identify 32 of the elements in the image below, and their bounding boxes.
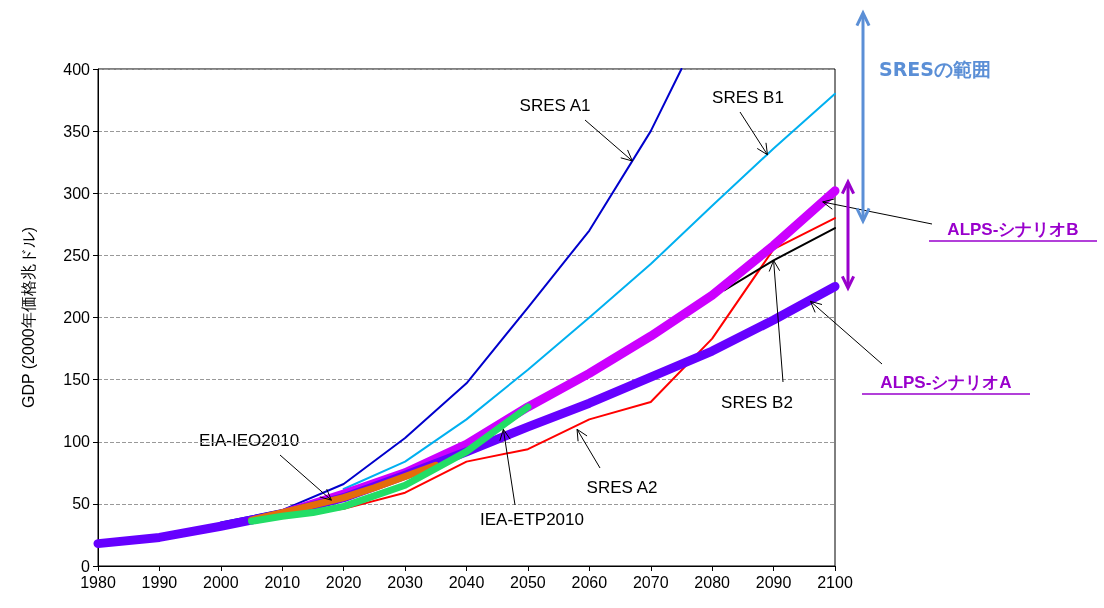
annotation: ALPS-シナリオA (880, 372, 1012, 392)
x-tick-label: 2080 (694, 573, 731, 591)
x-tick-label: 2010 (264, 573, 301, 591)
x-tick-label: 2050 (510, 573, 546, 591)
x-tick-label: 2070 (632, 573, 669, 591)
x-tick-label: 2000 (203, 573, 239, 591)
annotation: SRES A1 (519, 95, 591, 115)
x-tick-label: 2060 (571, 573, 608, 591)
y-tick-label: 250 (63, 246, 91, 264)
annotation: IEA-ETP2010 (480, 509, 584, 529)
x-tick-label: 1980 (80, 573, 116, 591)
text: SRESの範囲 (879, 58, 991, 80)
y-tick-label: 100 (63, 433, 91, 451)
annotation: SRES B2 (721, 392, 793, 412)
y-tick-label: 200 (63, 309, 91, 326)
x-tick-label: 2090 (755, 573, 792, 591)
y-tick-label: 400 (63, 60, 91, 78)
annotation: EIA-IEO2010 (198, 430, 300, 450)
x-tick-label: 2020 (325, 573, 362, 591)
x-tick-label: 2030 (387, 573, 423, 591)
y-tick-label: 150 (63, 371, 91, 389)
x-tick-label: 1990 (141, 573, 178, 591)
x-tick-label: 2100 (817, 573, 853, 591)
y-tick-label: 0 (81, 557, 91, 575)
y-tick-label: 300 (63, 184, 91, 202)
y-tick-label: 350 (63, 122, 91, 140)
annotation: ALPS-シナリオB (947, 219, 1079, 239)
x-tick-label: 2040 (448, 573, 485, 591)
annotation: SRES B1 (712, 87, 784, 107)
y-tick-label: 50 (72, 495, 91, 513)
annotation: SRES A2 (586, 477, 658, 497)
y-axis-title: GDP (2000年価格兆ドル) (19, 226, 37, 409)
